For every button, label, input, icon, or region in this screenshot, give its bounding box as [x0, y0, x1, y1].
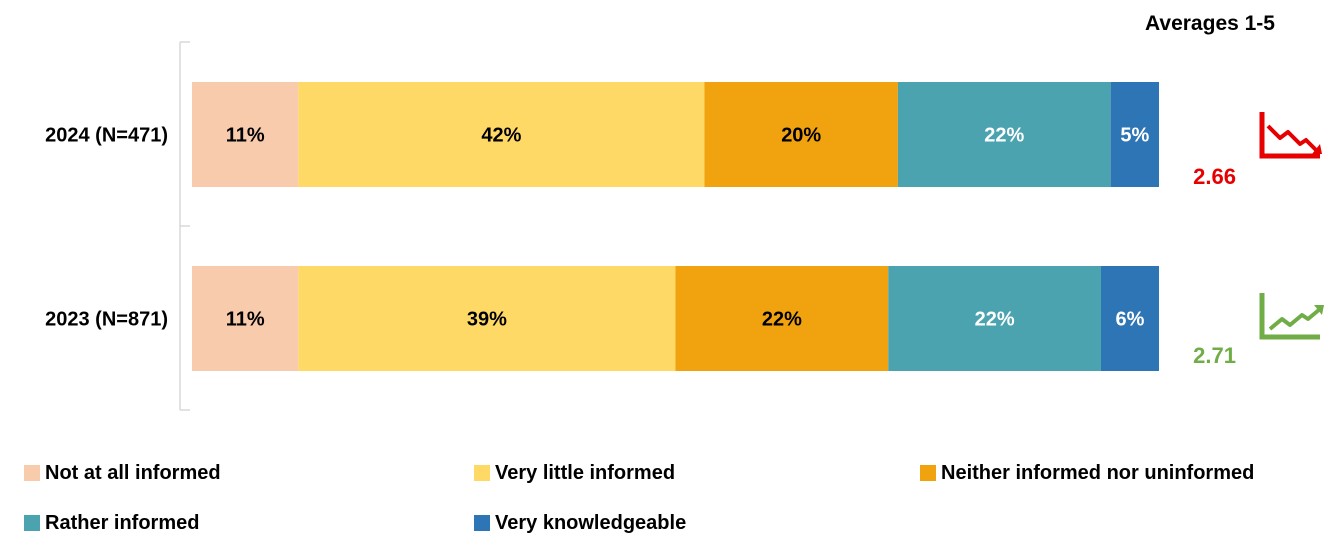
legend-label: Very little informed — [495, 461, 676, 484]
data-label: 42% — [481, 125, 521, 147]
bar-segment — [192, 266, 299, 371]
bar-segment — [675, 266, 889, 371]
legend: Not at all informed Very little informed N… — [24, 458, 1324, 538]
bar-segment — [192, 82, 299, 187]
legend-swatch — [24, 515, 40, 531]
data-label: 5% — [1120, 125, 1149, 147]
legend-swatch — [24, 465, 40, 481]
bar-segment — [1110, 82, 1159, 187]
legend-item: Neither informed nor uninformed — [920, 458, 1254, 488]
data-label: 20% — [781, 125, 821, 147]
data-label: 39% — [467, 309, 507, 331]
averages-header: Averages 1-5 — [1145, 12, 1275, 35]
legend-item: Not at all informed — [24, 458, 221, 488]
legend-item: Rather informed — [24, 508, 199, 538]
bar-segment — [888, 266, 1101, 371]
legend-item: Very knowledgeable — [474, 508, 686, 538]
legend-swatch — [474, 465, 490, 481]
trend-up-icon — [1259, 293, 1324, 340]
category-label: 2023 (N=871) — [45, 309, 168, 331]
legend-item: Very little informed — [474, 458, 675, 488]
legend-label: Not at all informed — [45, 461, 221, 484]
legend-swatch — [474, 515, 490, 531]
trend-down-icon — [1259, 112, 1322, 159]
data-label: 6% — [1116, 309, 1145, 331]
bar-segment — [704, 82, 898, 187]
data-label: 22% — [762, 309, 802, 331]
legend-label: Very knowledgeable — [495, 511, 687, 534]
legend-swatch — [920, 465, 936, 481]
legend-label: Rather informed — [45, 511, 200, 534]
bar-segment — [1100, 266, 1159, 371]
data-label: 11% — [226, 309, 265, 331]
legend-label: Neither informed nor uninformed — [941, 461, 1255, 484]
data-label: 22% — [984, 125, 1024, 147]
bar-segment — [298, 82, 705, 187]
bar-segment — [897, 82, 1111, 187]
data-label: 22% — [975, 309, 1015, 331]
average-value: 2.66 — [1193, 164, 1236, 189]
data-label: 11% — [226, 125, 265, 147]
bar-segment — [298, 266, 676, 371]
category-label: 2024 (N=471) — [45, 125, 168, 147]
average-value: 2.71 — [1193, 343, 1236, 368]
